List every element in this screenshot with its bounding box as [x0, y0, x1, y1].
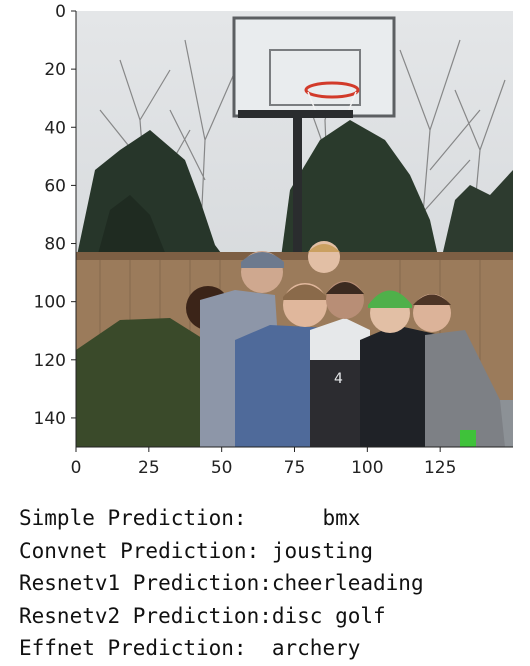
prediction-label: Simple Prediction: [19, 506, 247, 530]
prediction-gap [247, 636, 272, 660]
prediction-value: archery [271, 636, 361, 660]
y-axis: 0 20 40 60 80 100 120 140 [34, 2, 76, 429]
prediction-value: disc golf [271, 603, 386, 628]
y-tick-label: 140 [34, 409, 66, 429]
prediction-list: Simple Prediction: bmx Convnet Prediction… [19, 502, 424, 665]
prediction-label: Convnet Prediction: [19, 538, 260, 563]
prediction-value: cheerleading [271, 571, 424, 595]
x-tick-label: 100 [351, 458, 383, 478]
x-axis: 0 25 50 75 100 125 [71, 447, 456, 478]
y-tick-label: 60 [44, 176, 66, 196]
svg-text:4: 4 [334, 371, 343, 387]
image-plot: 4 0 25 50 75 100 125 0 20 40 60 80 100 120 140 [34, 2, 513, 478]
prediction-line: Resnetv2 Prediction:disc golf [19, 600, 424, 633]
photo-image: 4 [76, 11, 513, 447]
prediction-value: jousting [271, 538, 374, 563]
prediction-value: bmx [322, 506, 361, 530]
y-tick-label: 120 [34, 351, 66, 371]
x-tick-label: 125 [424, 458, 456, 478]
prediction-line: Effnet Prediction: archery [19, 632, 424, 665]
y-tick-label: 40 [44, 118, 66, 138]
prediction-label: Resnetv2 Prediction: [19, 603, 272, 628]
trees [76, 120, 513, 265]
y-tick-label: 0 [55, 2, 66, 22]
prediction-gap [259, 539, 272, 563]
prediction-gap [247, 506, 323, 530]
x-tick-label: 50 [211, 458, 233, 478]
y-tick-label: 100 [34, 293, 66, 313]
x-tick-label: 75 [284, 458, 306, 478]
prediction-line: Convnet Prediction: jousting [19, 535, 424, 568]
prediction-label: Effnet Prediction: [19, 636, 247, 660]
y-tick-label: 20 [44, 60, 66, 80]
group-of-kids: 4 [76, 241, 505, 447]
basketball-hoop [232, 16, 396, 272]
x-tick-label: 25 [138, 458, 160, 478]
y-tick-label: 80 [44, 235, 66, 255]
prediction-line: Simple Prediction: bmx [19, 502, 424, 535]
prediction-line: Resnetv1 Prediction:cheerleading [19, 567, 424, 600]
prediction-label: Resnetv1 Prediction: [19, 571, 272, 595]
x-tick-label: 0 [71, 458, 82, 478]
